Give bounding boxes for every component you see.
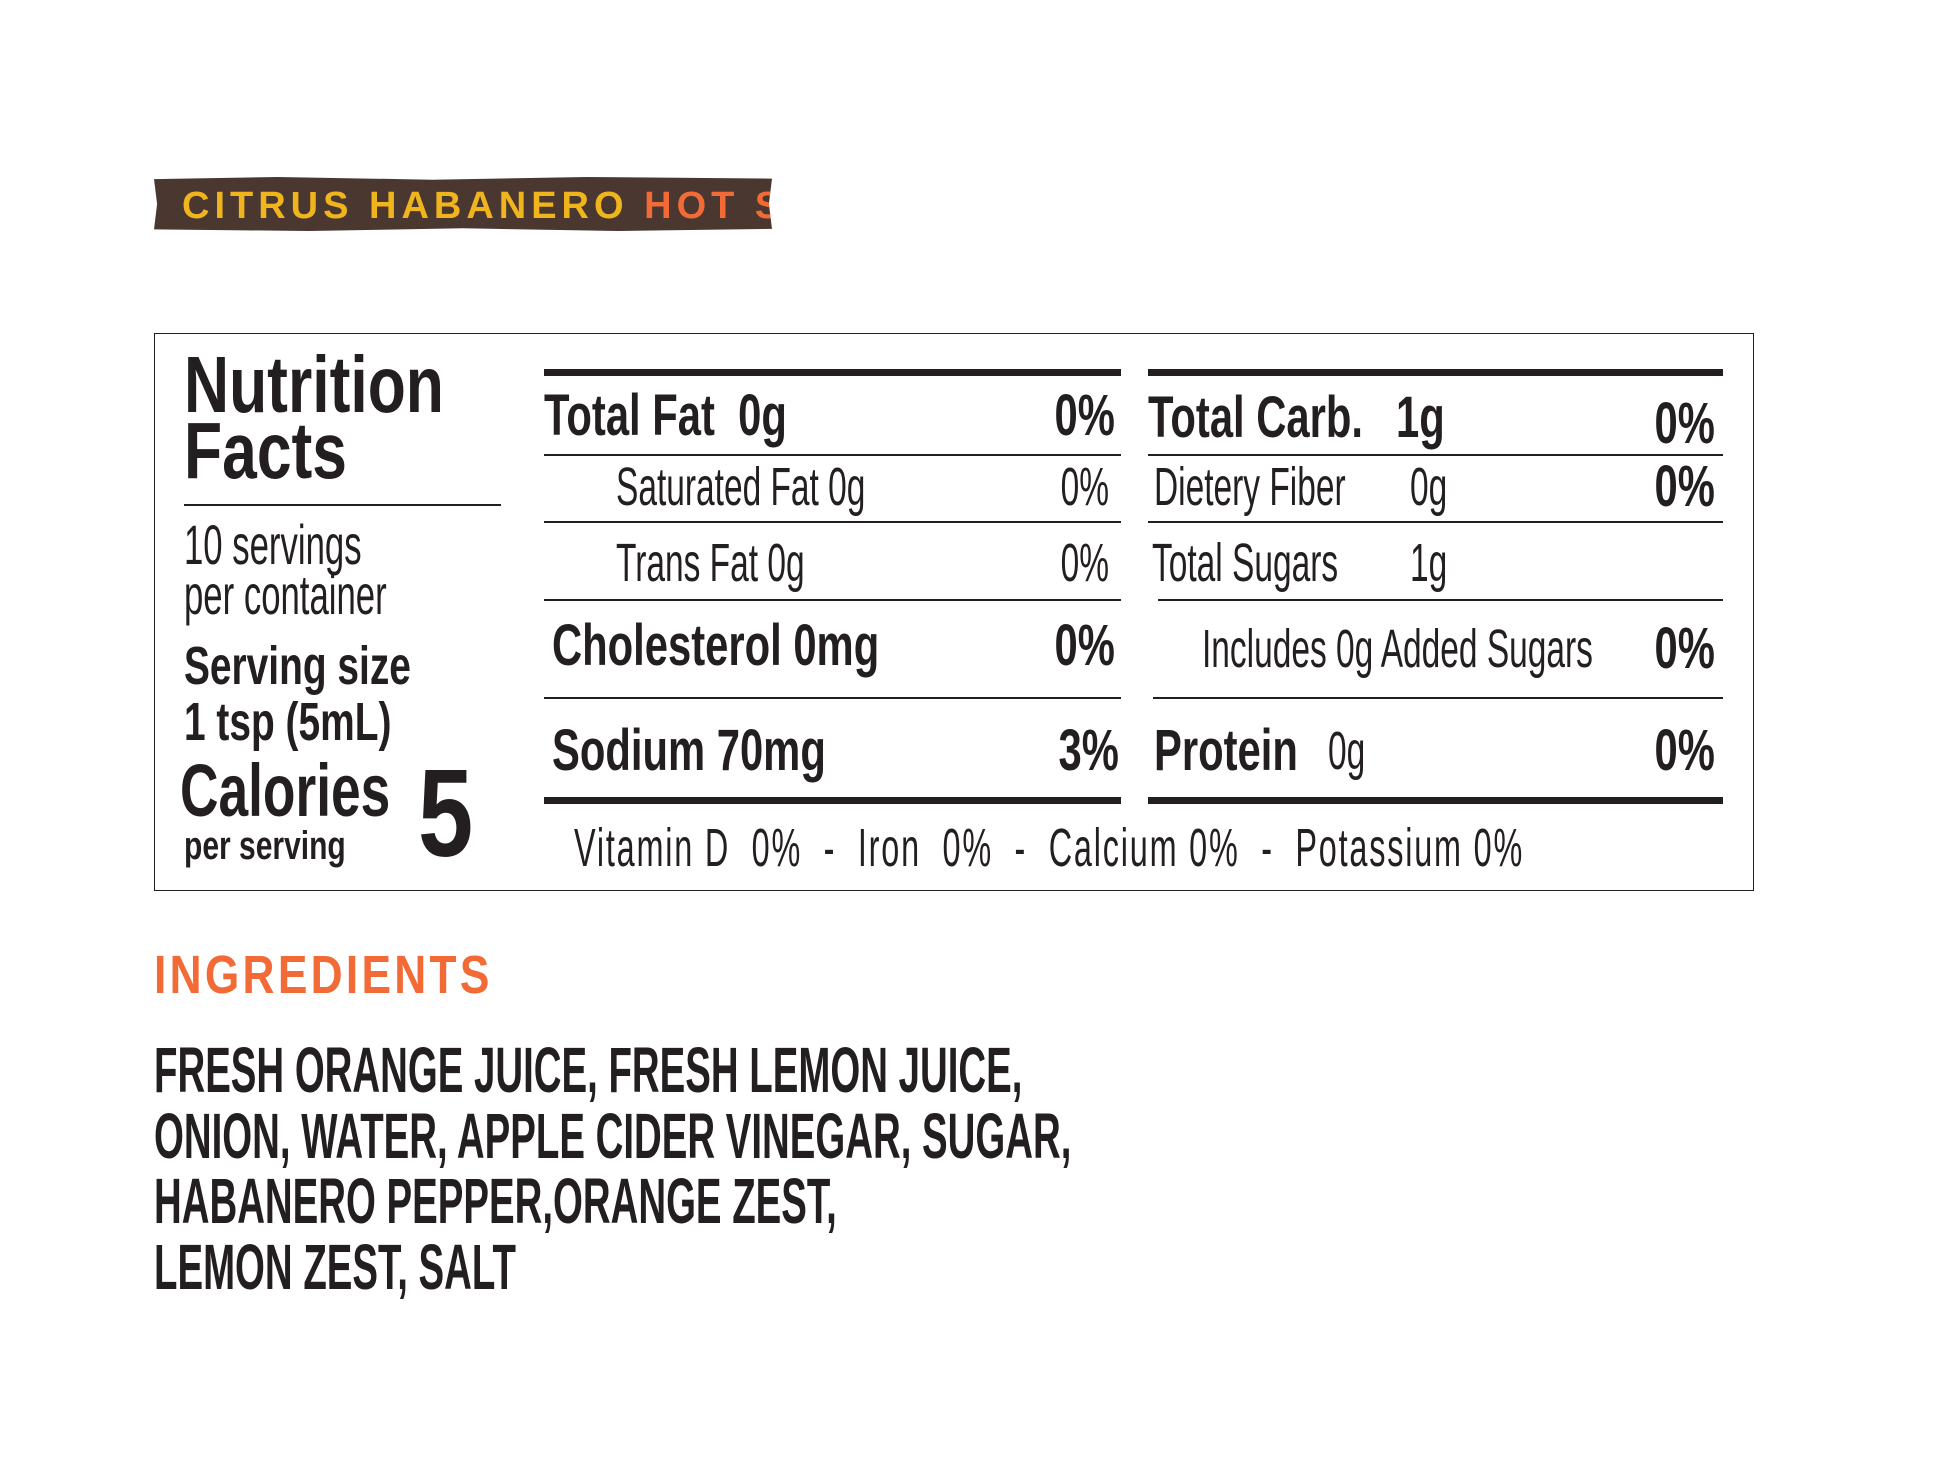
nutrition-facts-panel [154,333,1754,891]
product-banner: CITRUS HABANERO HOT SAUCE [154,177,772,231]
calories-sub: per serving [184,824,346,868]
row-protein: Protein 0g 0% [1154,718,1715,783]
serving-size: Serving size 1 tsp (5mL) [184,636,411,752]
row-total-sugars: Total Sugars 1g [1152,533,1448,593]
row-saturated-fat: Saturated Fat 0g 0% [616,457,1109,517]
banner-text-1: CITRUS HABANERO [182,185,629,227]
calories-label: Calories [180,749,391,832]
row-added-sugars: Includes 0g Added Sugars 0% [1202,616,1715,681]
ingredients-list: FRESH ORANGE JUICE, FRESH LEMON JUICE, O… [154,1034,1072,1303]
vitamins-minerals: Vitamin D 0% - Iron 0% - Calcium 0% - Po… [574,818,1525,878]
banner-text-2: HOT SAUCE [644,185,913,227]
ingredients-title: INGREDIENTS [154,945,493,1005]
row-total-fat: Total Fat 0g 0% [544,383,1115,448]
row-dietary-fiber: Dietery Fiber 0g 0% [1154,454,1715,519]
row-total-carb: Total Carb. 1g 0% [1148,385,1715,456]
row-sodium: Sodium 70mg 3% [552,718,1119,783]
servings-per-container: 10 servings per container [184,513,387,626]
row-trans-fat: Trans Fat 0g 0% [616,533,1109,593]
calories-value: 5 [418,745,474,883]
divider [184,504,501,506]
row-cholesterol: Cholesterol 0mg 0% [552,613,1115,678]
nutrition-title: Nutrition Facts [184,340,444,495]
